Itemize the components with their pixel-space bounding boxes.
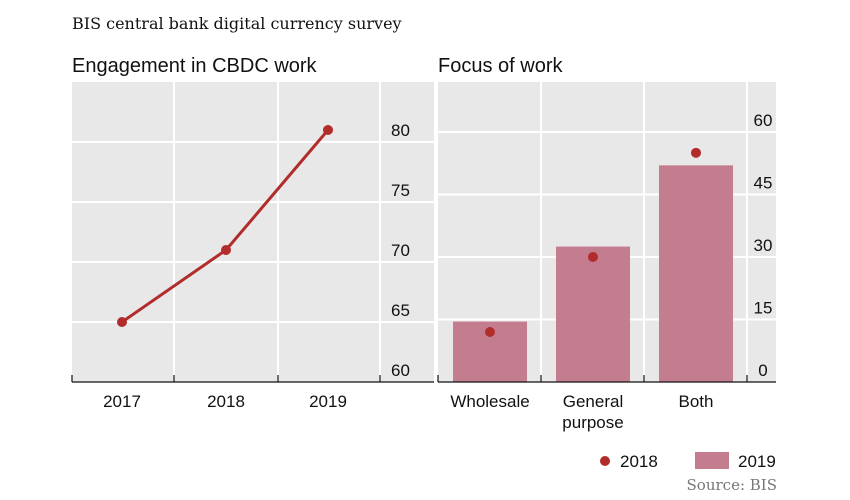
right-y-tick-label: 0 (758, 361, 767, 380)
right-y-tick-label: 15 (754, 299, 773, 318)
left-y-tick-label: 60 (391, 361, 410, 380)
focus-dot-2018 (485, 327, 495, 337)
left-x-tick-label: 2018 (207, 392, 245, 411)
legend: 2018 2019 (600, 452, 776, 471)
legend-marker-2018 (600, 456, 610, 466)
source-note: Source: BIS (687, 476, 777, 494)
left-x-tick-label: 2017 (103, 392, 141, 411)
right-y-tick-label: 45 (754, 174, 773, 193)
left-panel-background (72, 82, 434, 382)
focus-bar-2019 (659, 165, 733, 382)
left-gridlines (72, 82, 434, 382)
right-panel-title: Focus of work (438, 55, 563, 77)
legend-swatch-2019 (695, 452, 729, 469)
left-y-tick-label: 70 (391, 241, 410, 260)
focus-bar-2019 (556, 246, 630, 382)
legend-label-2018: 2018 (620, 452, 658, 471)
engagement-point (323, 125, 333, 135)
right-x-tick-label: General purpose (562, 392, 623, 432)
right-bar-series (453, 147, 733, 382)
left-y-tick-label: 65 (391, 301, 410, 320)
right-y-tick-label: 60 (754, 111, 773, 130)
right-x-tick-label-line: purpose (562, 413, 623, 432)
engagement-point (221, 245, 231, 255)
engagement-point (117, 317, 127, 327)
left-x-tick-label: 2019 (309, 392, 347, 411)
left-panel-title: Engagement in CBDC work (72, 55, 318, 77)
left-line-series (117, 125, 333, 327)
right-x-tick-label: Both (679, 392, 714, 411)
left-axis-labels: 60 65 70 75 80 2017 2018 2019 (71, 121, 434, 411)
right-x-tick-label: Wholesale (450, 392, 529, 411)
focus-dot-2018 (588, 252, 598, 262)
left-y-tick-label: 75 (391, 181, 410, 200)
right-x-tick-label-line: General (563, 392, 623, 411)
left-y-tick-label: 80 (391, 121, 410, 140)
focus-dot-2018 (691, 147, 701, 158)
right-y-tick-label: 30 (754, 236, 773, 255)
chart-supertitle: BIS central bank digital currency survey (72, 14, 402, 33)
right-axis-labels: 0 15 30 45 60 Wholesale General purpose Both (437, 111, 776, 432)
legend-label-2019: 2019 (738, 452, 776, 471)
